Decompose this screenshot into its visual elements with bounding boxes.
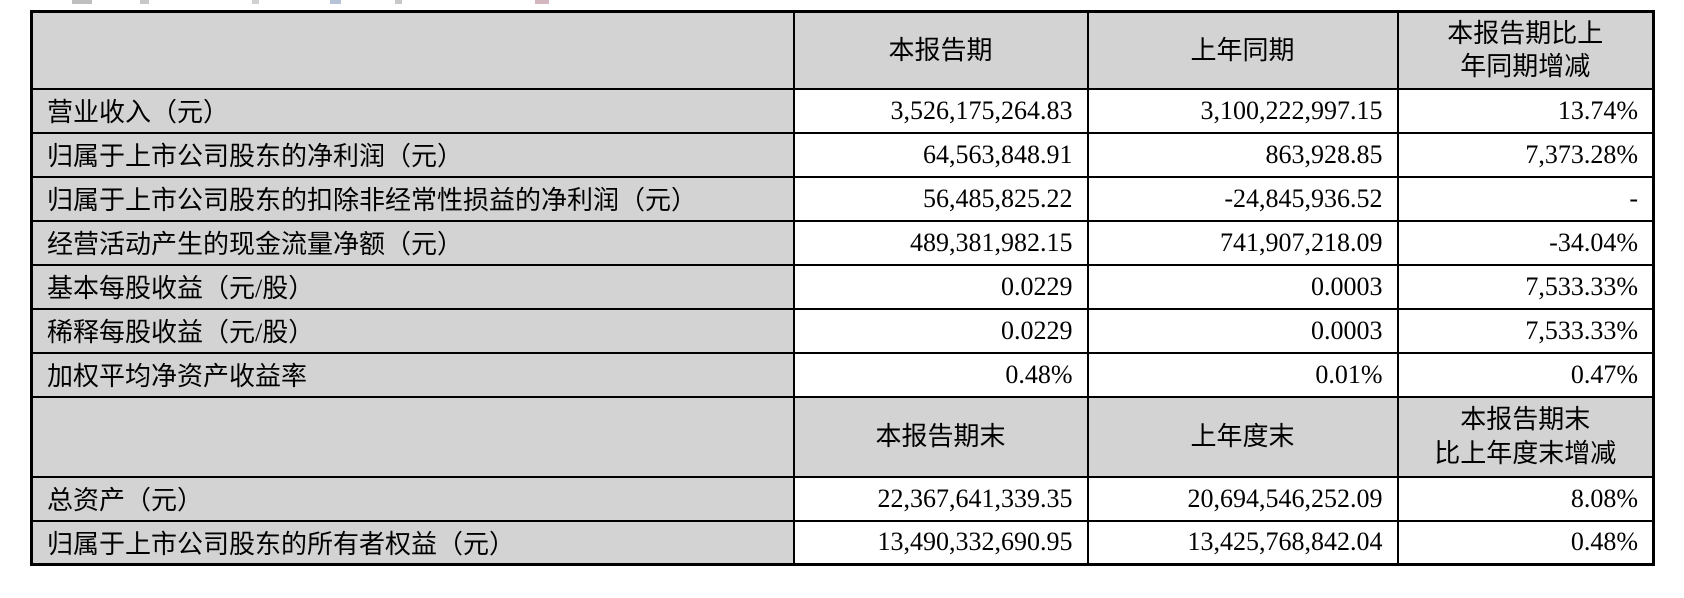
value-current-period: 64,563,848.91 — [792, 131, 1089, 178]
value-current-period: 3,526,175,264.83 — [792, 87, 1089, 134]
header-period-end-change: 本报告期末 比上年度末增减 — [1396, 395, 1655, 478]
value-change: - — [1396, 175, 1655, 222]
header-label-cell — [30, 395, 795, 478]
value-current-period: 0.0229 — [792, 263, 1089, 310]
header-current-period: 本报告期 — [792, 10, 1089, 90]
metric-row-shareholders-equity: 归属于上市公司股东的所有者权益（元） 13,490,332,690.95 13,… — [30, 519, 1655, 566]
value-prior-period: 13,425,768,842.04 — [1086, 519, 1399, 566]
metric-row-basic-eps: 基本每股收益（元/股） 0.0229 0.0003 7,533.33% — [30, 263, 1655, 310]
value-prior-period: -24,845,936.52 — [1086, 175, 1399, 222]
metric-label: 归属于上市公司股东的扣除非经常性损益的净利润（元） — [30, 175, 795, 222]
value-prior-period: 863,928.85 — [1086, 131, 1399, 178]
value-change: 7,373.28% — [1396, 131, 1655, 178]
value-current-period: 489,381,982.15 — [792, 219, 1089, 266]
metric-row-net-profit: 归属于上市公司股东的净利润（元） 64,563,848.91 863,928.8… — [30, 131, 1655, 178]
value-current-period: 56,485,825.22 — [792, 175, 1089, 222]
cropped-text-artifact — [330, 0, 341, 4]
metric-row-net-profit-deducted: 归属于上市公司股东的扣除非经常性损益的净利润（元） 56,485,825.22 … — [30, 175, 1655, 222]
metric-label: 经营活动产生的现金流量净额（元） — [30, 219, 795, 266]
period-header-row: 本报告期 上年同期 本报告期比上 年同期增减 — [30, 10, 1655, 90]
metric-label: 基本每股收益（元/股） — [30, 263, 795, 310]
value-prior-period: 20,694,546,252.09 — [1086, 475, 1399, 522]
metric-label: 稀释每股收益（元/股） — [30, 307, 795, 354]
metric-label: 总资产（元） — [30, 475, 795, 522]
value-current-period: 13,490,332,690.95 — [792, 519, 1089, 566]
value-change: 13.74% — [1396, 87, 1655, 134]
value-prior-period: 3,100,222,997.15 — [1086, 87, 1399, 134]
metric-row-revenue: 营业收入（元） 3,526,175,264.83 3,100,222,997.1… — [30, 87, 1655, 134]
header-period-change: 本报告期比上 年同期增减 — [1396, 10, 1655, 90]
value-current-period: 22,367,641,339.35 — [792, 475, 1089, 522]
value-current-period: 0.0229 — [792, 307, 1089, 354]
value-prior-period: 741,907,218.09 — [1086, 219, 1399, 266]
metric-row-weighted-avg-roe: 加权平均净资产收益率 0.48% 0.01% 0.47% — [30, 351, 1655, 398]
value-change: -34.04% — [1396, 219, 1655, 266]
cropped-text-artifact — [140, 0, 149, 4]
cropped-text-artifact — [535, 0, 549, 4]
metric-label: 加权平均净资产收益率 — [30, 351, 795, 398]
value-change: 7,533.33% — [1396, 263, 1655, 310]
metric-row-diluted-eps: 稀释每股收益（元/股） 0.0229 0.0003 7,533.33% — [30, 307, 1655, 354]
balance-header-row: 本报告期末 上年度末 本报告期末 比上年度末增减 — [30, 395, 1655, 478]
header-period-end: 本报告期末 — [792, 395, 1089, 478]
value-change: 8.08% — [1396, 475, 1655, 522]
metric-row-operating-cash-flow: 经营活动产生的现金流量净额（元） 489,381,982.15 741,907,… — [30, 219, 1655, 266]
value-change: 0.48% — [1396, 519, 1655, 566]
cropped-text-artifact — [72, 0, 92, 4]
metric-label: 归属于上市公司股东的净利润（元） — [30, 131, 795, 178]
value-prior-period: 0.0003 — [1086, 263, 1399, 310]
value-current-period: 0.48% — [792, 351, 1089, 398]
header-prior-period: 上年同期 — [1086, 10, 1399, 90]
value-prior-period: 0.01% — [1086, 351, 1399, 398]
header-label-cell — [30, 10, 795, 90]
value-change: 7,533.33% — [1396, 307, 1655, 354]
metric-label: 营业收入（元） — [30, 87, 795, 134]
header-prior-year-end: 上年度末 — [1086, 395, 1399, 478]
metric-label: 归属于上市公司股东的所有者权益（元） — [30, 519, 795, 566]
value-prior-period: 0.0003 — [1086, 307, 1399, 354]
metric-row-total-assets: 总资产（元） 22,367,641,339.35 20,694,546,252.… — [30, 475, 1655, 522]
cropped-text-artifact — [395, 0, 402, 4]
financial-summary-table: 本报告期 上年同期 本报告期比上 年同期增减 营业收入（元） 3,526,175… — [30, 10, 1655, 567]
cropped-text-artifact — [252, 0, 259, 4]
value-change: 0.47% — [1396, 351, 1655, 398]
